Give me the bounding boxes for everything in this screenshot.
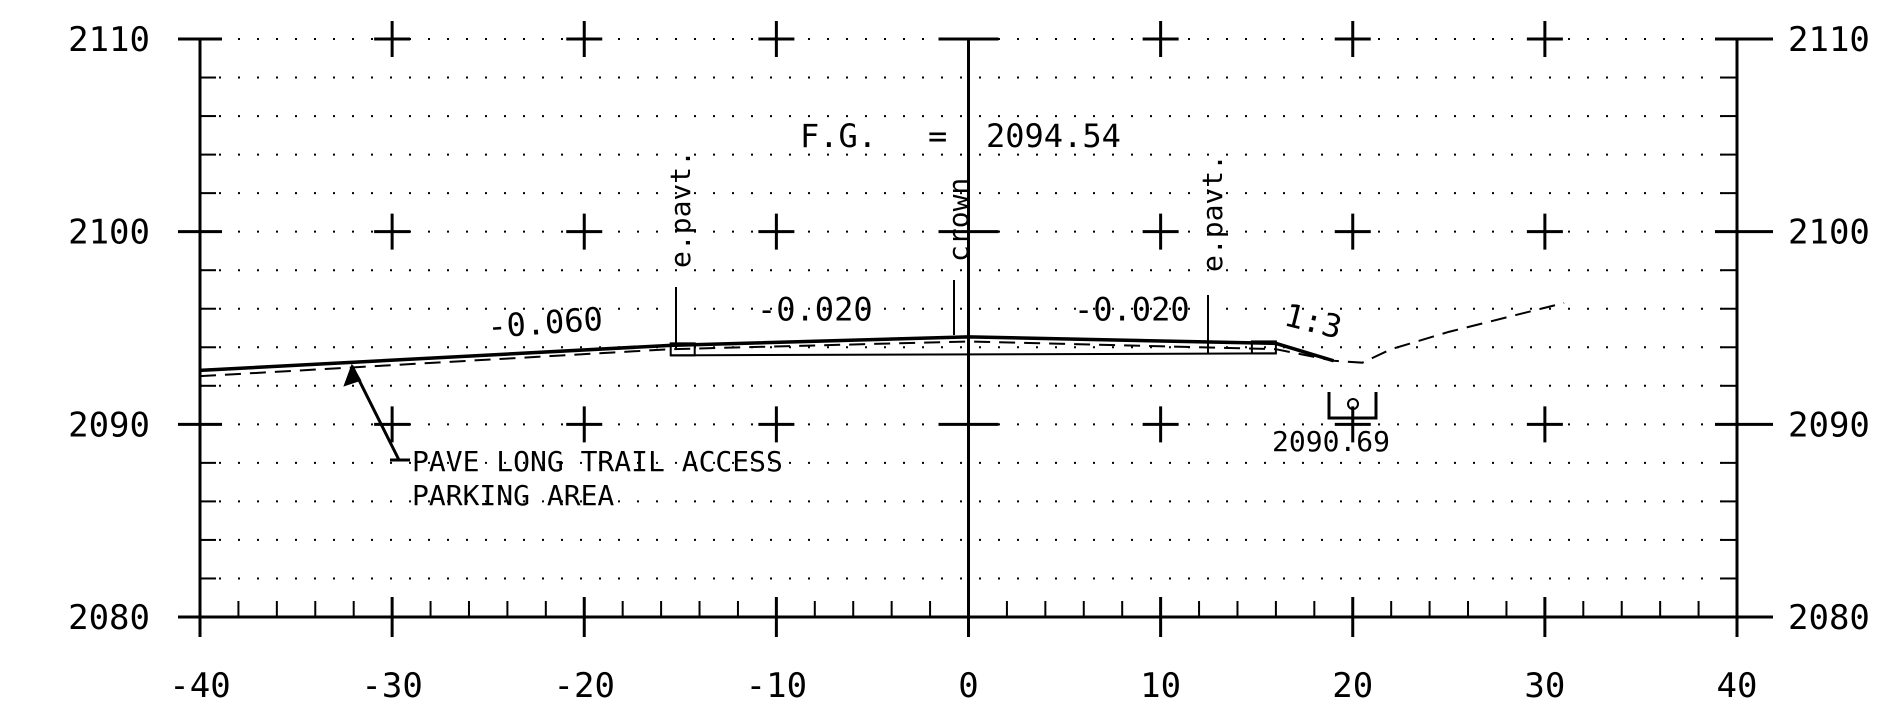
- slope-label: -0.020: [757, 290, 873, 328]
- y-tick-label-right: 2110: [1788, 20, 1870, 60]
- grid-plus-marker: [1142, 406, 1179, 443]
- e-pavt-right-label: e.pavt.: [1196, 154, 1229, 272]
- y-tick-label-right: 2090: [1788, 405, 1870, 445]
- x-tick-label: 10: [1140, 666, 1181, 706]
- fg-equals: =: [928, 117, 947, 155]
- slope-label: 1:3: [1281, 296, 1346, 347]
- grid-plus-marker: [1526, 213, 1563, 250]
- x-tick-label: -20: [554, 666, 615, 706]
- e-pavt-left-label: e.pavt.: [664, 150, 697, 268]
- grid-plus-marker: [758, 406, 795, 443]
- callout-arrowhead: [343, 363, 362, 387]
- grid-plus-marker: [566, 213, 603, 250]
- ditch-point-marker: [1347, 398, 1359, 410]
- ditch-elevation-label: 2090.69: [1272, 425, 1390, 458]
- grid-plus-marker: [374, 213, 411, 250]
- x-tick-label: 20: [1332, 666, 1373, 706]
- finished-grade-line: [199, 335, 1335, 373]
- callout-line-1: PAVE LONG TRAIL ACCESS: [412, 445, 783, 478]
- y-tick-label-left: 2080: [68, 598, 150, 638]
- existing-ground-line: [199, 301, 1565, 378]
- y-tick-label-left: 2090: [68, 405, 150, 445]
- fg-label: F.G.: [800, 117, 877, 155]
- crown-label: crown: [942, 178, 975, 262]
- grid-plus-marker: [1526, 21, 1563, 57]
- callout-line-2: PARKING AREA: [412, 479, 614, 512]
- grid-plus-marker: [1142, 213, 1179, 250]
- y-tick-label-right: 2080: [1788, 598, 1870, 638]
- grid-plus-marker: [374, 21, 411, 57]
- data-layer: [199, 280, 1565, 462]
- pavement-bottom-line: [670, 352, 1276, 357]
- x-tick-label: 30: [1524, 666, 1565, 706]
- y-tick-label-left: 2110: [68, 20, 150, 60]
- y-tick-label-left: 2100: [68, 213, 150, 253]
- x-tick-label: -40: [169, 666, 230, 706]
- x-tick-label: -30: [361, 666, 422, 706]
- grid-plus-marker: [758, 213, 795, 250]
- slope-label: -0.060: [486, 300, 604, 346]
- grid-plus-marker: [1334, 21, 1371, 57]
- label-layer: F.G. = 2094.54 e.pavt. crown e.pavt. PAV…: [68, 20, 1870, 706]
- grid-plus-marker: [758, 21, 795, 57]
- slope-label: -0.020: [1074, 290, 1190, 328]
- fg-value: 2094.54: [986, 117, 1121, 155]
- grid-plus-marker: [566, 21, 603, 57]
- grid-plus-marker: [566, 406, 603, 443]
- axes-layer: [178, 21, 1773, 637]
- callout-leader: [350, 365, 401, 461]
- x-tick-label: -10: [746, 666, 807, 706]
- grid-plus-marker: [1334, 213, 1371, 250]
- grid-plus-marker: [1526, 406, 1563, 443]
- grid-plus-marker: [1142, 21, 1179, 57]
- y-tick-label-right: 2100: [1788, 213, 1870, 253]
- x-tick-label: 40: [1717, 666, 1758, 706]
- x-tick-label: 0: [958, 666, 978, 706]
